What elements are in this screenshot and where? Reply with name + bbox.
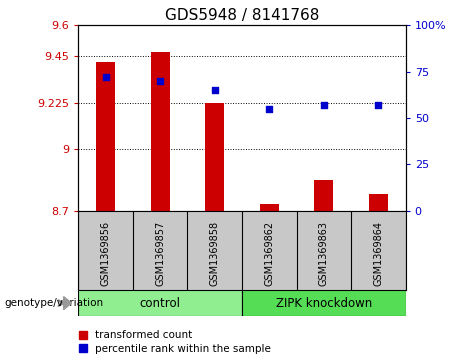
Point	[375, 102, 382, 108]
Bar	[260, 204, 279, 211]
Point	[102, 74, 109, 80]
Bar	[369, 194, 388, 211]
Text: GSM1369864: GSM1369864	[373, 221, 384, 286]
Point	[320, 102, 327, 108]
Bar	[314, 180, 333, 211]
Bar	[96, 62, 115, 211]
Text: GSM1369863: GSM1369863	[319, 221, 329, 286]
Bar	[205, 102, 225, 211]
Legend: transformed count, percentile rank within the sample: transformed count, percentile rank withi…	[74, 326, 275, 358]
Point	[211, 87, 219, 93]
Text: GSM1369857: GSM1369857	[155, 221, 165, 286]
Text: control: control	[140, 297, 181, 310]
Text: GSM1369856: GSM1369856	[100, 221, 111, 286]
Title: GDS5948 / 8141768: GDS5948 / 8141768	[165, 8, 319, 23]
Text: GSM1369858: GSM1369858	[210, 221, 220, 286]
Bar	[78, 290, 242, 316]
Text: ZIPK knockdown: ZIPK knockdown	[276, 297, 372, 310]
Text: GSM1369862: GSM1369862	[264, 221, 274, 286]
Bar	[242, 290, 406, 316]
Bar	[151, 52, 170, 211]
Point	[157, 78, 164, 84]
Point	[266, 106, 273, 111]
Text: genotype/variation: genotype/variation	[5, 298, 104, 308]
